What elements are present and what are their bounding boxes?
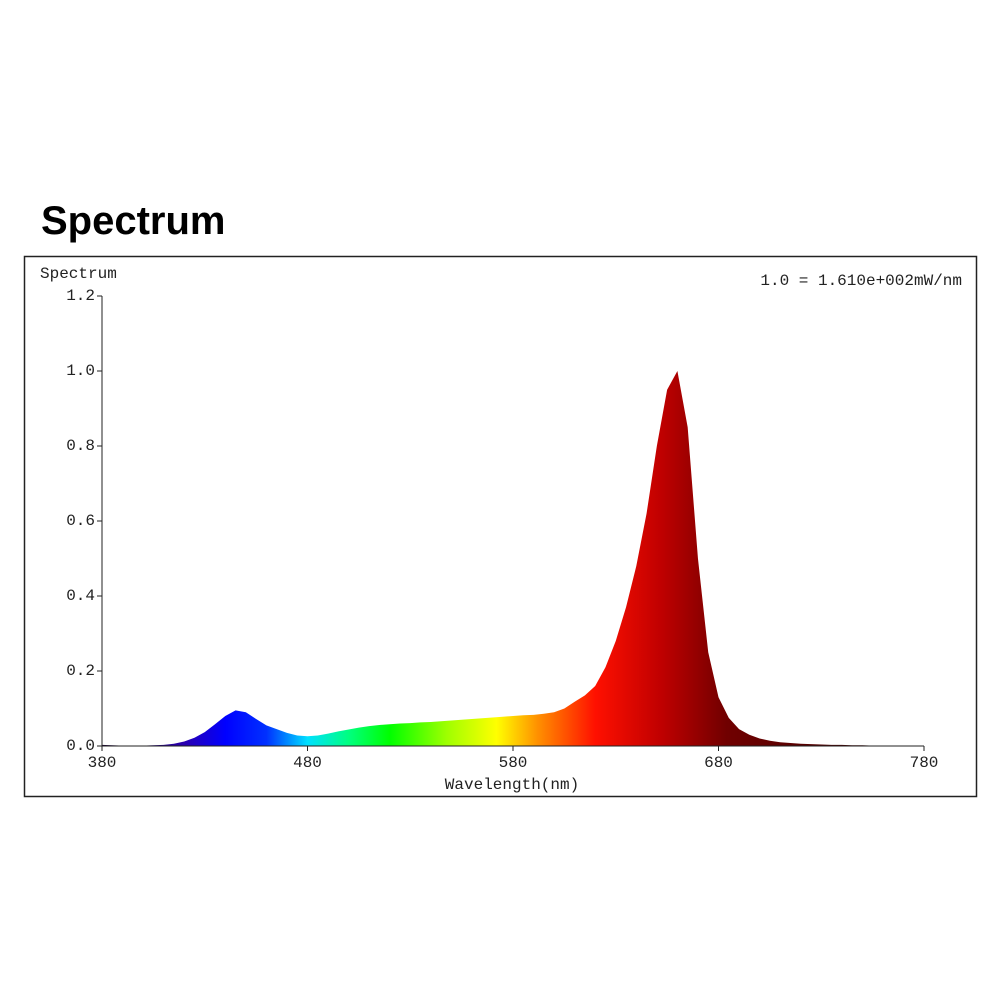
y-tick-label: 0.4 — [66, 587, 95, 605]
y-tick-label: 0.0 — [66, 737, 95, 755]
x-tick-label: 680 — [704, 754, 733, 772]
annotation: 1.0 = 1.610e+002mW/nm — [760, 272, 962, 290]
y-tick-label: 0.6 — [66, 512, 95, 530]
chart-title: Spectrum — [41, 199, 226, 243]
y-tick-label: 1.0 — [66, 362, 95, 380]
x-tick-label: 480 — [293, 754, 322, 772]
x-tick-label: 380 — [88, 754, 117, 772]
x-axis-label: Wavelength(nm) — [445, 776, 579, 794]
x-tick-label: 780 — [910, 754, 939, 772]
y-tick-label: 0.8 — [66, 437, 95, 455]
spectrum-area — [102, 371, 924, 746]
x-tick-label: 580 — [499, 754, 528, 772]
chart-frame — [23, 255, 978, 798]
y-tick-label: 0.2 — [66, 662, 95, 680]
y-axis-label: Spectrum — [40, 265, 117, 283]
y-tick-label: 1.2 — [66, 287, 95, 305]
